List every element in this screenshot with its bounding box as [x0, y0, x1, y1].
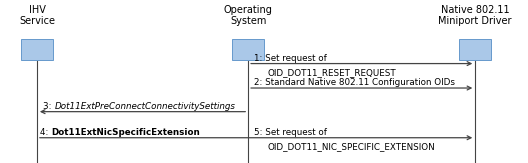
Text: 3:: 3: [43, 102, 54, 111]
Text: Native 802.11
Miniport Driver: Native 802.11 Miniport Driver [438, 5, 512, 27]
FancyBboxPatch shape [232, 39, 264, 60]
Text: 1: Set request of: 1: Set request of [254, 54, 327, 63]
Text: IHV
Service: IHV Service [19, 5, 55, 27]
Text: Operating
System: Operating System [224, 5, 272, 27]
FancyBboxPatch shape [459, 39, 491, 60]
Text: 4:: 4: [40, 128, 51, 137]
Text: Dot11ExtPreConnectConnectivitySettings: Dot11ExtPreConnectConnectivitySettings [55, 102, 236, 111]
Text: Dot11ExtNicSpecificExtension: Dot11ExtNicSpecificExtension [51, 128, 200, 137]
Text: 2: Standard Native 802.11 Configuration OIDs: 2: Standard Native 802.11 Configuration … [254, 78, 456, 87]
FancyBboxPatch shape [21, 39, 53, 60]
Text: OID_DOT11_NIC_SPECIFIC_EXTENSION: OID_DOT11_NIC_SPECIFIC_EXTENSION [268, 143, 435, 152]
Text: OID_DOT11_RESET_REQUEST: OID_DOT11_RESET_REQUEST [268, 68, 397, 77]
Text: 5: Set request of: 5: Set request of [254, 128, 327, 137]
